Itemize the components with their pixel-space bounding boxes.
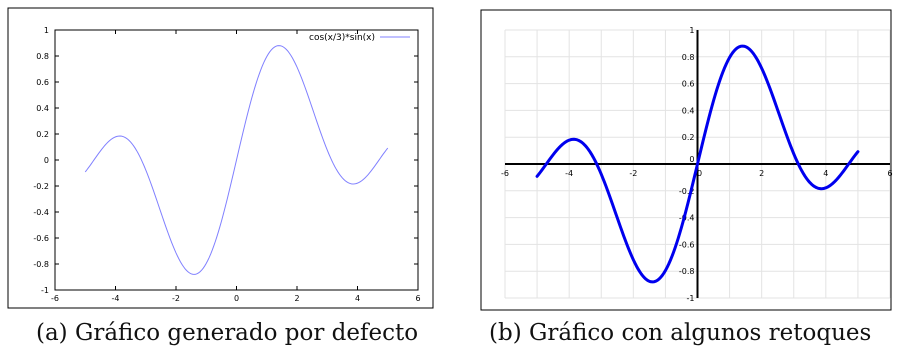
chart-b-xtick-label: 4 (823, 169, 828, 178)
chart-a-ytick-label: -0.4 (33, 208, 49, 217)
chart-b-ytick-label: 0.8 (682, 53, 695, 62)
chart-a-ytick-label: 0 (44, 156, 49, 165)
chart-a-frame (7, 7, 434, 309)
chart-a-xtick-label: 6 (415, 294, 420, 303)
chart-a-xtick-label: 4 (355, 294, 360, 303)
chart-a-ytick-label: -0.8 (33, 260, 49, 269)
chart-a-ytick-label: 0.4 (36, 104, 49, 113)
chart-a-xtick-label: -2 (172, 294, 180, 303)
chart-b-ytick-label: 0.4 (682, 106, 695, 115)
chart-b-xtick-label: 6 (887, 169, 892, 178)
chart-a-ytick-label: 0.6 (36, 78, 49, 87)
caption-b: (b) Gráfico con algunos retoques (489, 320, 872, 346)
chart-a-legend-label: cos(x/3)*sin(x) (309, 33, 375, 43)
caption-a: (a) Gráfico generado por defecto (36, 320, 419, 346)
chart-b-ytick-label: -1 (687, 294, 695, 303)
chart-a-series-line (84, 45, 389, 275)
chart-a: -1 -0.8 -0.6 -0.4 -0.2 0 0.2 0.4 0.6 0.8 1 -6 -4 -2 0 2… (7, 7, 434, 309)
chart-a-ytick-label: -0.2 (33, 182, 49, 191)
chart-a-ytick-label: -0.6 (33, 234, 49, 243)
chart-b-frame (480, 9, 892, 311)
chart-b-ytick-label: -0.2 (679, 187, 695, 196)
chart-b-ytick-label: 0.2 (682, 133, 695, 142)
chart-b-xtick-label: -6 (501, 169, 509, 178)
chart-a-ytick-label: 0.8 (36, 52, 49, 61)
chart-b-series-line (535, 44, 860, 284)
chart-b-xtick-label: -4 (565, 169, 573, 178)
chart-b-ytick-label: -0.4 (679, 214, 695, 223)
chart-a-ytick-label: -1 (41, 286, 49, 295)
chart-b: -1 -0.8 -0.6 -0.4 -0.2 0.2 0.4 0.6 0.8 1 -6 -4 -2 0 2 4… (480, 9, 893, 311)
chart-b-ytick-label: 1 (689, 26, 694, 35)
chart-a-xtick-label: -4 (112, 294, 120, 303)
chart-a-xtick-label: -6 (51, 294, 59, 303)
chart-b-ytick-label: -0.8 (679, 267, 695, 276)
chart-b-ytick-label: -0.6 (679, 240, 695, 249)
chart-b-ytick-label: 0.6 (682, 80, 695, 89)
chart-b-ytick-label: 0 (689, 155, 694, 164)
chart-a-ytick-label: 0.2 (36, 130, 49, 139)
chart-a-xtick-label: 0 (234, 294, 239, 303)
chart-b-xtick-label: 0 (697, 169, 702, 178)
chart-a-xtick-label: 2 (294, 294, 299, 303)
chart-b-xtick-label: 2 (759, 169, 764, 178)
chart-b-xtick-label: -2 (629, 169, 637, 178)
chart-a-ytick-label: 1 (44, 26, 49, 35)
